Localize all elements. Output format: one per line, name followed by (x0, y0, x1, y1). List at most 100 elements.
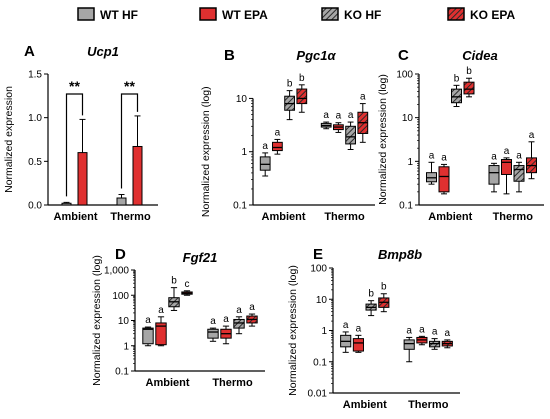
group-letter-c-0-1: a (441, 152, 447, 163)
y-tick-label-e-1: 0.1 (313, 357, 327, 368)
panel-b: B Pgc1α 0.1 1 10 Normalized expression (log) A… (200, 47, 375, 223)
y-tick-label-b-2: 10 (236, 94, 248, 105)
y-tick-label-d-3: 100 (112, 291, 129, 302)
x-tick-label-e-0: Ambient (343, 399, 387, 411)
x-tick-label-e-1: Thermo (408, 399, 449, 411)
group-letter-d-0-3: c (185, 279, 190, 290)
y-tick-label-e-2: 1 (321, 326, 327, 337)
panel-title-b: Pgc1α (296, 48, 336, 63)
box-b-0-1 (272, 141, 283, 152)
y-axis-label-c: Normalized expression (log) (377, 74, 389, 205)
y-tick-label-c-1: 1 (407, 157, 413, 168)
y-axis-label-d: Normalized expression (log) (91, 255, 103, 386)
legend-swatch-0 (77, 7, 95, 21)
x-tick-label-a-1: Thermo (110, 211, 151, 223)
y-tick-label-e-4: 100 (310, 264, 327, 275)
group-letter-c-0-3: b (466, 66, 472, 77)
panel-title-a: Ucp1 (87, 44, 119, 59)
y-tick-label-d-0: 0.1 (115, 367, 129, 378)
group-letter-b-1-3: a (360, 92, 366, 103)
box-b-0-0 (259, 156, 271, 171)
panel-title-c: Cidea (462, 48, 497, 63)
x-tick-label-d-0: Ambient (146, 377, 190, 389)
panel-letter-a: A (24, 43, 35, 60)
group-letter-c-1-0: a (491, 151, 497, 162)
y-tick-label-c-0: 0.1 (399, 201, 413, 212)
box-d-1-0 (207, 328, 219, 339)
box-e-1-0 (403, 339, 415, 350)
y-tick-label-c-2: 10 (402, 113, 414, 124)
y-tick-label-e-3: 10 (316, 295, 328, 306)
legend-label-2: KO HF (344, 8, 381, 22)
box-c-1-1 (501, 159, 512, 175)
y-axis-label-e: Normalized expression (log) (287, 265, 299, 396)
group-letter-c-1-3: a (529, 130, 535, 141)
panel-letter-b: B (224, 47, 235, 64)
x-tick-label-b-1: Thermo (324, 211, 365, 223)
legend: WT HF WT EPA KO HF KO EPA (77, 7, 515, 22)
group-letter-c-0-0: a (429, 150, 435, 161)
group-letter-b-0-2: b (287, 79, 293, 90)
panel-c: C Cidea 0.1 1 10 100 Normalized expression (lo… (377, 47, 544, 223)
y-tick-label-a-2: 1.0 (28, 113, 42, 124)
significance-label-a-1: ** (124, 78, 135, 94)
group-letter-d-1-3: a (249, 302, 255, 313)
y-axis-label-b: Normalized expression (log) (200, 86, 212, 217)
group-letter-c-1-1: a (504, 146, 510, 157)
box-b-1-2 (345, 125, 356, 145)
bar-a-0-1 (77, 152, 88, 206)
chart-panels: A Ucp1 0.0 0.5 1.0 1.5 Normalized expression Am… (3, 43, 544, 411)
panel-a: A Ucp1 0.0 0.5 1.0 1.5 Normalized expression Am… (3, 43, 158, 223)
group-letter-b-1-0: a (323, 110, 329, 121)
group-letter-e-0-2: b (368, 289, 374, 300)
y-tick-label-d-2: 10 (118, 316, 130, 327)
group-letter-c-1-2: a (516, 150, 522, 161)
group-letter-d-0-2: b (171, 276, 177, 287)
group-letter-b-1-2: a (348, 110, 354, 121)
significance-label-a-0: ** (69, 78, 80, 94)
bar-a-1-1 (132, 145, 143, 206)
box-c-1-0 (488, 165, 500, 185)
box-e-0-1 (352, 338, 364, 352)
x-tick-label-a-0: Ambient (54, 211, 98, 223)
box-c-0-2 (451, 88, 462, 104)
y-tick-label-a-3: 1.5 (28, 70, 42, 81)
y-tick-label-d-1: 1 (123, 341, 129, 352)
legend-swatch-1 (199, 7, 217, 21)
box-d-0-0 (142, 327, 154, 345)
group-letter-d-1-2: a (236, 305, 242, 316)
box-d-1-2 (233, 318, 245, 329)
bar-a-1-0 (116, 197, 127, 206)
box-d-0-1 (155, 322, 167, 346)
group-letter-e-1-1: a (419, 324, 425, 335)
group-letter-e-0-0: a (343, 320, 349, 331)
box-c-0-1 (438, 166, 450, 193)
panel-letter-d: D (115, 246, 126, 263)
group-letter-e-1-2: a (432, 327, 438, 338)
significance-bracket-a-0 (65, 93, 84, 197)
legend-swatch-3 (447, 7, 465, 21)
y-tick-label-d-4: 1,000 (104, 266, 129, 277)
y-axis-label-a: Normalized expression (3, 86, 15, 193)
bar-a-0-0 (61, 202, 72, 206)
legend-label-3: KO EPA (470, 8, 515, 22)
group-letter-b-0-1: a (275, 127, 281, 138)
legend-swatch-2 (321, 7, 339, 21)
box-b-0-3 (296, 88, 308, 105)
panel-title-e: Bmp8b (378, 247, 422, 262)
group-letter-e-1-0: a (406, 325, 412, 336)
panel-e: E Bmp8b 0.01 0.1 1 10 100 Normalized expression… (287, 246, 460, 411)
x-tick-label-d-1: Thermo (212, 377, 253, 389)
significance-bracket-a-1 (120, 93, 139, 189)
panel-letter-e: E (313, 246, 323, 263)
group-letter-b-0-3: b (299, 73, 305, 84)
group-letter-d-1-0: a (210, 316, 216, 327)
y-tick-label-e-0: 0.01 (308, 389, 328, 400)
group-letter-e-1-3: a (445, 328, 451, 339)
panel-title-d: Fgf21 (183, 250, 218, 265)
y-tick-label-b-1: 1 (241, 147, 247, 158)
y-tick-label-a-0: 0.0 (28, 201, 42, 212)
legend-label-0: WT HF (100, 8, 138, 22)
